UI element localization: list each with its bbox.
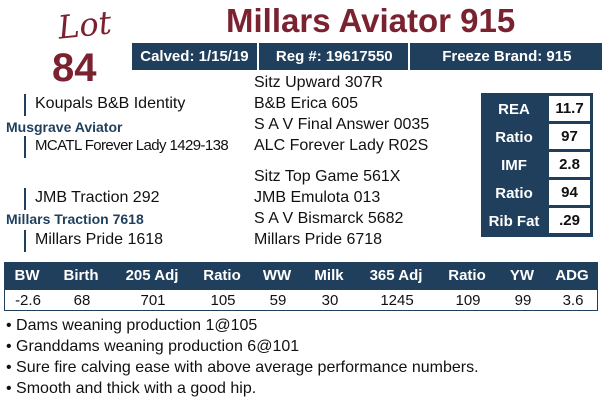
carcass-row: IMF 2.8 — [481, 151, 593, 179]
header-cell: ADG — [555, 267, 589, 284]
value-cell: 59 — [269, 291, 287, 309]
carcass-label: Rib Fat — [488, 212, 540, 230]
pedigree-bracket — [24, 94, 34, 116]
note-item: Smooth and thick with a good hip. — [6, 378, 479, 399]
lot-number: 84 — [52, 46, 97, 90]
value-cell: 68 — [73, 291, 91, 309]
dam-dam: Millars Pride 1618 — [35, 231, 164, 248]
note-item: Sure fire calving ease with above averag… — [6, 357, 478, 378]
header-cell: WW — [262, 267, 292, 284]
performance-header-row: BW Birth 205 Adj Ratio WW Milk 365 Adj R… — [4, 262, 598, 289]
header-cell: YW — [509, 267, 535, 284]
pedigree-bracket — [24, 188, 34, 210]
carcass-value: 97 — [549, 124, 590, 149]
header-cell: Ratio — [203, 267, 241, 284]
header-cell: Birth — [63, 267, 99, 284]
header-cell: 365 Adj — [369, 267, 423, 284]
value-cell: 3.6 — [562, 291, 584, 309]
value-cell: 701 — [140, 291, 166, 309]
carcass-label: Ratio — [495, 184, 533, 202]
value-cell: 99 — [514, 291, 532, 309]
pedigree-bracket — [24, 230, 34, 252]
carcass-row: Ratio 94 — [481, 179, 593, 207]
header-cell: 205 Adj — [125, 267, 179, 284]
carcass-label: Ratio — [495, 128, 533, 146]
sire-dam: MCATL Forever Lady 1429-138 — [35, 137, 229, 154]
dam-sire-dam: JMB Emulota 013 — [254, 189, 381, 206]
lot-label: Lot — [56, 3, 114, 47]
sire-name: Musgrave Aviator — [6, 119, 123, 135]
carcass-table: REA 11.7 Ratio 97 IMF 2.8 Ratio 94 Rib F… — [481, 93, 593, 237]
sire-sire-sire: Sitz Upward 307R — [254, 74, 383, 91]
animal-name: Millars Aviator 915 — [226, 2, 516, 39]
header-cell: BW — [14, 267, 40, 284]
value-cell: 1245 — [380, 291, 414, 309]
value-cell: 30 — [321, 291, 339, 309]
value-cell: 109 — [455, 291, 481, 309]
pedigree-bracket — [24, 136, 34, 158]
carcass-label: REA — [498, 100, 530, 118]
carcass-value: 94 — [549, 180, 590, 205]
carcass-value: 11.7 — [549, 96, 590, 121]
header-cell: Ratio — [448, 267, 486, 284]
note-item: Dams weaning production 1@105 — [6, 315, 479, 336]
carcass-row: Ratio 97 — [481, 123, 593, 151]
sire-dam-dam: ALC Forever Lady R02S — [254, 137, 429, 154]
sire-sire: Koupals B&B Identity — [35, 95, 186, 112]
carcass-row: REA 11.7 — [481, 95, 593, 123]
note-item: Granddams weaning production 6@101 — [6, 336, 479, 357]
calved-date: Calved: 1/15/19 — [132, 43, 259, 70]
dam-dam-dam: Millars Pride 6718 — [254, 231, 383, 248]
carcass-label: IMF — [501, 156, 527, 174]
value-cell: 105 — [210, 291, 236, 309]
dam-sire-sire: Sitz Top Game 561X — [254, 168, 401, 185]
dam-dam-sire: S A V Bismarck 5682 — [254, 210, 404, 227]
freeze-brand: Freeze Brand: 915 — [411, 43, 602, 70]
dam-name: Millars Traction 7618 — [6, 211, 144, 227]
value-cell: -2.6 — [15, 291, 41, 309]
info-bar: Calved: 1/15/19 Reg #: 19617550 Freeze B… — [132, 43, 602, 70]
header-cell: Milk — [314, 267, 344, 284]
registration-number: Reg #: 19617550 — [260, 43, 410, 70]
performance-value-row: -2.6 68 701 105 59 30 1245 109 99 3.6 — [4, 289, 598, 311]
carcass-value: 2.8 — [549, 152, 590, 177]
notes-list: Dams weaning production 1@105 Granddams … — [6, 315, 479, 399]
carcass-value: .29 — [549, 208, 590, 233]
sire-sire-dam: B&B Erica 605 — [254, 95, 359, 112]
carcass-row: Rib Fat .29 — [481, 207, 593, 235]
dam-sire: JMB Traction 292 — [35, 189, 160, 206]
sire-dam-sire: S A V Final Answer 0035 — [254, 116, 430, 133]
